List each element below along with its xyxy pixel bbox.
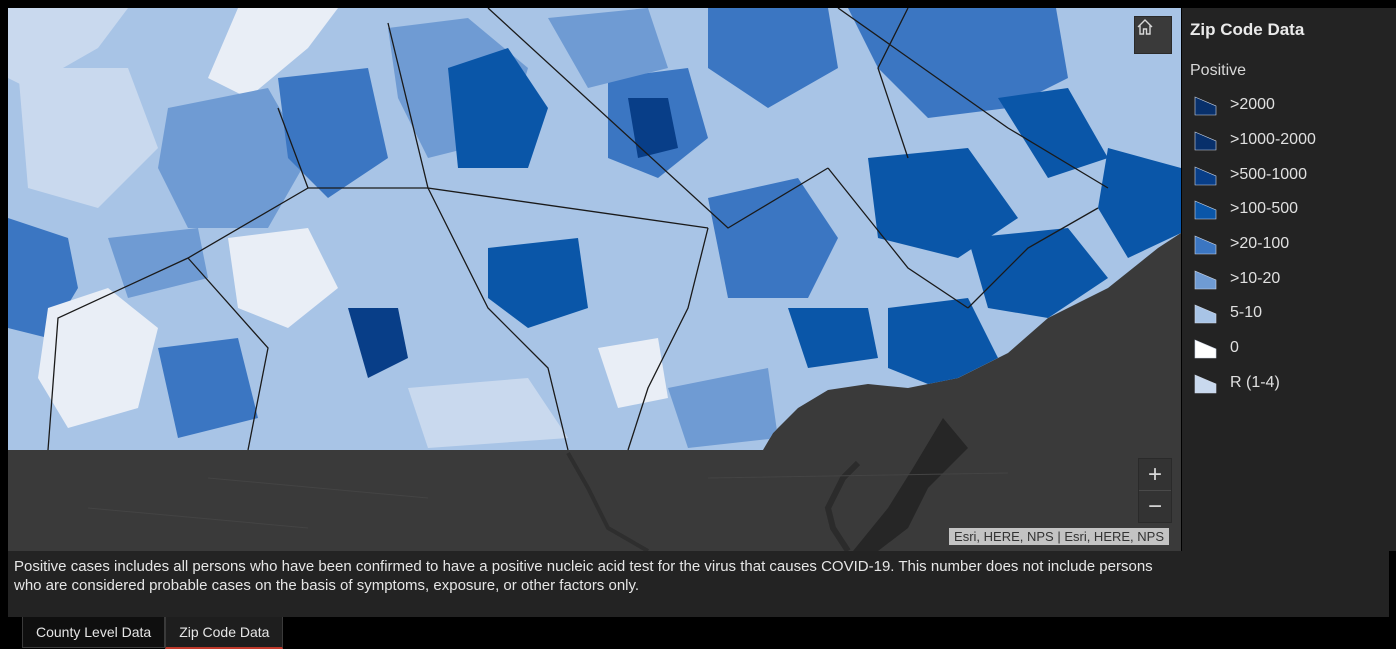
legend-swatch: [1194, 131, 1217, 151]
legend-item: >500-1000: [1194, 157, 1316, 192]
legend-swatch: [1194, 235, 1217, 255]
legend-item: 0: [1194, 331, 1316, 366]
legend-panel: Zip Code Data Positive >2000 >1000-2000 …: [1182, 8, 1396, 551]
legend-swatch: [1194, 339, 1217, 359]
legend-item-label: >100-500: [1230, 200, 1299, 218]
legend-item: 5-10: [1194, 296, 1316, 331]
legend-swatch: [1194, 305, 1217, 324]
legend-item-label: 5-10: [1230, 304, 1263, 322]
description-text: Positive cases includes all persons who …: [14, 558, 1153, 594]
zoom-controls: + −: [1138, 458, 1172, 523]
zoom-out-button[interactable]: −: [1139, 490, 1171, 522]
legend-item-label: 0: [1230, 339, 1239, 357]
tab-county-level-data[interactable]: County Level Data: [22, 617, 166, 648]
legend-field-name: Positive: [1190, 62, 1247, 79]
county-boundaries: [47, 8, 1109, 451]
map-attribution: Esri, HERE, NPS | Esri, HERE, NPS: [949, 528, 1169, 545]
legend-item: >100-500: [1194, 192, 1316, 227]
tab-bar: County Level Data Zip Code Data: [22, 617, 284, 649]
legend-item: >1000-2000: [1194, 123, 1316, 158]
legend-item-label: R (1-4): [1230, 373, 1280, 391]
home-button[interactable]: [1134, 16, 1172, 54]
legend-swatch: [1194, 96, 1217, 116]
legend-item: >20-100: [1194, 227, 1316, 262]
legend-item-label: >20-100: [1230, 235, 1290, 253]
map-view[interactable]: + − Esri, HERE, NPS | Esri, HERE, NPS: [8, 8, 1181, 551]
legend-title: Zip Code Data: [1190, 20, 1305, 39]
tab-zip-code-data[interactable]: Zip Code Data: [165, 617, 284, 649]
legend-swatch: [1194, 374, 1217, 394]
legend-items: >2000 >1000-2000 >500-1000 >100-500 >20-…: [1194, 88, 1316, 400]
legend-item-label: >500-1000: [1230, 165, 1307, 183]
legend-swatch: [1194, 200, 1217, 220]
zip-code-choropleth[interactable]: [8, 8, 1181, 450]
legend-item-label: >2000: [1230, 96, 1275, 114]
legend-item: >2000: [1194, 88, 1316, 123]
home-icon: [1137, 19, 1153, 35]
legend-item: R (1-4): [1194, 366, 1316, 401]
zoom-in-button[interactable]: +: [1147, 460, 1162, 488]
legend-item-label: >1000-2000: [1230, 131, 1316, 149]
legend-swatch: [1194, 270, 1217, 290]
map-canvas[interactable]: [8, 8, 1181, 551]
legend-item-label: >10-20: [1230, 269, 1281, 287]
legend-item: >10-20: [1194, 261, 1316, 296]
legend-swatch: [1194, 166, 1217, 186]
description-panel: Positive cases includes all persons who …: [8, 551, 1389, 617]
